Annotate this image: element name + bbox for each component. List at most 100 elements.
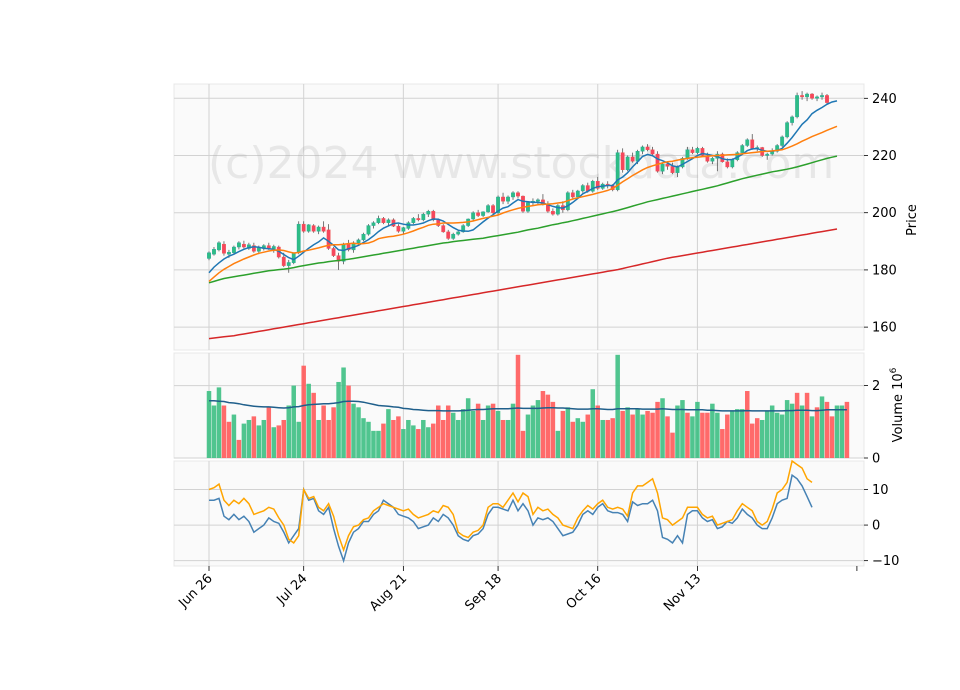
candle-body: [825, 95, 829, 103]
candle-body: [800, 95, 804, 98]
candle-body: [232, 246, 236, 253]
volume-bar: [680, 400, 685, 458]
candle-body: [237, 242, 241, 248]
candle-body: [645, 146, 650, 150]
volume-bar: [715, 412, 720, 458]
candle-body: [690, 149, 695, 153]
candle-body: [222, 243, 226, 254]
volume-bar: [585, 414, 591, 458]
volume-average-line: [209, 400, 847, 412]
candle-body: [207, 252, 211, 259]
moving-average-20-line: [208, 155, 838, 284]
volume-bar: [301, 365, 306, 458]
volume-bar: [844, 401, 850, 458]
oscillator-line-2: [208, 459, 813, 553]
price-axis-label: Price: [905, 204, 920, 236]
volume-bar: [620, 410, 625, 458]
candle-body: [660, 163, 665, 172]
volume-bar: [266, 407, 272, 458]
volume-bar: [276, 425, 282, 458]
candle-body: [286, 262, 291, 266]
candle-body: [511, 192, 515, 198]
volume-bar: [286, 405, 291, 458]
volume-bar: [540, 391, 546, 458]
candle-body: [281, 256, 286, 266]
candle-body: [212, 249, 216, 255]
volume-bar: [625, 407, 630, 458]
volume-bar: [665, 416, 670, 458]
candle-body: [396, 225, 401, 232]
volume-bar: [819, 396, 825, 458]
volume-bar: [685, 412, 690, 458]
volume-bar: [411, 425, 416, 458]
candle-body: [386, 219, 391, 223]
y-tick-label: −10: [872, 554, 899, 569]
candle-body: [311, 225, 316, 232]
y-tick-label: 0: [872, 452, 880, 467]
candle-body: [555, 205, 560, 215]
volume-bar: [650, 412, 655, 458]
volume-bar: [445, 405, 451, 458]
volume-bar: [530, 405, 536, 458]
oscillator-line-1: [209, 473, 813, 564]
volume-bar: [426, 427, 431, 458]
volume-bar: [839, 405, 845, 458]
candle-body: [361, 233, 366, 241]
volume-bar: [416, 429, 421, 458]
y-tick-label: 220: [872, 149, 897, 164]
volume-bar: [500, 419, 506, 458]
candle-body: [381, 218, 386, 223]
volume-bar: [804, 392, 810, 458]
candle-body: [820, 95, 824, 98]
candle-body: [536, 199, 540, 202]
volume-bar: [710, 403, 715, 458]
candle-body: [306, 224, 311, 232]
candle-body: [615, 152, 620, 191]
y-tick-label: 240: [872, 92, 897, 107]
candle-body: [296, 223, 301, 253]
volume-bar: [799, 405, 805, 458]
watermark: (c)2024 www.stockdata.com: [208, 138, 834, 189]
volume-bar: [455, 419, 461, 458]
volume-bar: [306, 383, 311, 458]
volume-bar: [615, 354, 620, 458]
y-tick-label: 2: [872, 379, 880, 394]
volume-bar: [465, 398, 471, 458]
volume-bar: [560, 410, 566, 458]
candle-body: [745, 139, 750, 146]
volume-bar: [485, 405, 491, 458]
volume-bar: [436, 405, 441, 458]
volume-bar: [490, 403, 496, 458]
volume-bar: [575, 418, 581, 458]
volume-bar: [281, 419, 287, 458]
candle-body: [227, 251, 231, 255]
volume-bar: [341, 367, 346, 458]
volume-bar: [605, 419, 610, 458]
candle-body: [805, 93, 809, 98]
volume-bar: [475, 403, 481, 458]
volume-bar: [550, 401, 556, 458]
candle-body: [316, 226, 321, 232]
volume-bar: [291, 385, 296, 458]
candle-body: [570, 192, 575, 198]
volume-bar: [824, 401, 830, 458]
candle-body: [730, 159, 735, 168]
volume-bar: [764, 410, 770, 458]
volume-bar: [555, 430, 561, 458]
candle-body: [451, 233, 456, 239]
volume-bar: [351, 403, 356, 458]
volume-bar: [829, 416, 835, 458]
volume-bar: [396, 416, 401, 458]
x-tick-label: Aug 21: [367, 571, 410, 614]
volume-bar: [450, 412, 456, 458]
volume-bar: [779, 414, 785, 458]
volume-bar: [211, 405, 217, 458]
x-tick-label: Jun 26: [176, 571, 216, 611]
volume-bar: [735, 409, 740, 458]
candle-body: [740, 145, 745, 153]
y-tick-label: 160: [872, 321, 897, 336]
volume-bar: [590, 389, 596, 458]
candle-body: [321, 226, 326, 232]
